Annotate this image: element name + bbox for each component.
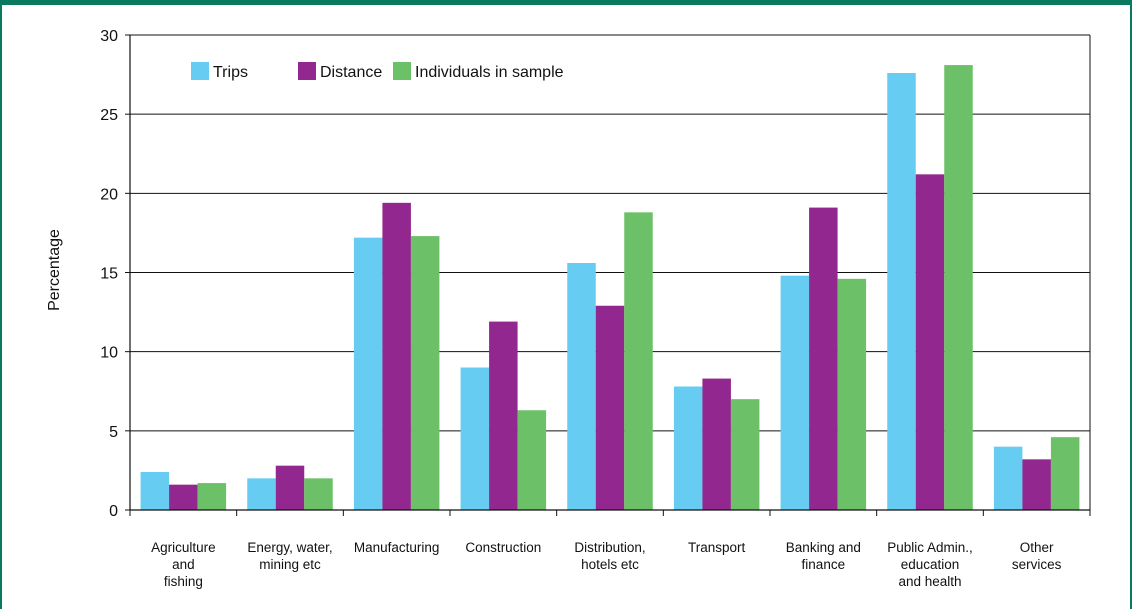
bar-trips	[673, 386, 703, 510]
category-label: Agriculture and fishing	[151, 540, 216, 589]
y-tick-label: 20	[100, 186, 118, 203]
category-label: Construction	[465, 540, 541, 555]
legend-swatch	[393, 62, 411, 80]
y-tick-label: 15	[100, 266, 118, 283]
category-label: Distribution, hotels etc	[574, 540, 645, 572]
bar-distance	[489, 321, 518, 510]
y-axis-title: Percentage	[46, 229, 63, 311]
bar-distance	[915, 174, 945, 511]
category-label: Public Admin., education and health	[887, 540, 973, 589]
bar-distance	[169, 484, 198, 510]
bar-individuals-in-sample	[624, 212, 653, 511]
legend-swatch	[191, 62, 209, 80]
y-tick-labels: 0 5 10 15 20 25 30	[100, 28, 118, 520]
category-label: Manufacturing	[354, 540, 440, 555]
bar-distance	[382, 202, 411, 511]
bar-individuals-in-sample	[304, 478, 333, 510]
y-tick-label: 10	[100, 345, 118, 362]
y-tick-label: 30	[100, 28, 118, 45]
bar-individuals-in-sample	[1050, 437, 1080, 510]
y-tick-label: 0	[109, 503, 118, 520]
category-label: Transport	[688, 540, 746, 555]
bar-trips	[140, 472, 170, 510]
bar-trips	[247, 478, 276, 510]
y-tick-label: 5	[109, 424, 118, 441]
legend-swatch	[298, 62, 316, 80]
category-label: Energy, water, mining etc	[247, 540, 332, 572]
bar-trips	[993, 446, 1023, 510]
bar-individuals-in-sample	[944, 65, 973, 510]
legend-label: Individuals in sample	[415, 64, 564, 81]
bar-distance	[1022, 459, 1051, 510]
bar-distance	[595, 305, 625, 510]
bar-individuals-in-sample	[517, 410, 547, 510]
y-tick-label: 25	[100, 107, 118, 124]
bar-individuals-in-sample	[837, 278, 867, 510]
bar-trips	[460, 367, 490, 510]
bar-distance	[809, 207, 838, 511]
bar-individuals-in-sample	[197, 483, 227, 510]
bar-distance	[702, 378, 731, 510]
bar-trips	[887, 73, 916, 510]
bar-trips	[780, 275, 810, 510]
bar-individuals-in-sample	[730, 399, 760, 510]
bars	[140, 65, 1080, 511]
category-label: Other services	[1012, 540, 1062, 572]
bar-trips	[567, 263, 596, 510]
axes	[125, 34, 1091, 516]
bar-individuals-in-sample	[410, 236, 440, 511]
legend-label: Distance	[320, 64, 382, 81]
category-labels: Agriculture and fishing Energy, water, minin…	[151, 540, 1062, 589]
legend: Trips Distance Individuals in sample	[191, 62, 564, 81]
bar-trips	[353, 237, 383, 510]
bar-distance	[275, 465, 305, 510]
legend-label: Trips	[213, 64, 248, 81]
category-label: Banking and finance	[786, 540, 861, 572]
